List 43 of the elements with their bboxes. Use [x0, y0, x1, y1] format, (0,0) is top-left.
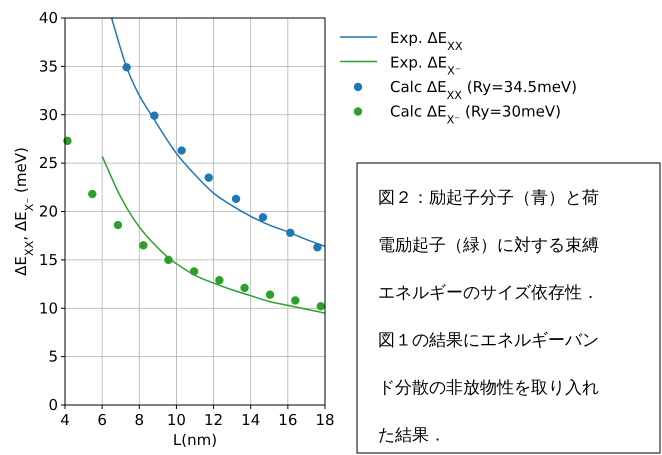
point — [291, 296, 300, 305]
x-tick-label: 4 — [60, 411, 70, 429]
point — [266, 290, 274, 299]
x-tick-label: 12 — [204, 411, 224, 429]
x-tick-label: 18 — [315, 411, 335, 429]
y-tick-label: 0 — [48, 396, 58, 414]
point — [313, 243, 322, 252]
point — [190, 267, 198, 276]
legend-label: Calc ΔE$_{X⁻}$ (Ry=30meV) — [390, 102, 561, 126]
y-tick-label: 25 — [38, 154, 58, 172]
point — [286, 228, 294, 237]
point — [316, 302, 325, 311]
x-tick-label: 10 — [166, 411, 186, 429]
y-tick-label: 20 — [38, 202, 58, 220]
point — [114, 220, 122, 230]
legend-label: Exp. ΔE$_{XX}$ — [390, 29, 463, 52]
y-tick-label: 15 — [38, 250, 58, 269]
line-series — [101, 156, 325, 314]
y-tick-label: 40 — [38, 9, 58, 27]
point — [204, 173, 213, 182]
point — [164, 256, 173, 264]
y-tick-label: 35 — [38, 57, 58, 76]
point — [122, 63, 131, 72]
point — [150, 112, 159, 120]
legend-label: Calc ΔE$_{XX}$ (Ry=34.5meV) — [390, 78, 578, 102]
point — [232, 194, 240, 204]
y-tick-label: 30 — [38, 106, 58, 124]
point — [240, 284, 249, 292]
x-tick-label: 14 — [241, 411, 260, 429]
y-tick-label: 5 — [48, 348, 58, 366]
point — [139, 241, 148, 250]
line-series — [110, 18, 325, 248]
point — [215, 276, 224, 284]
x-axis-title: L(nm) — [172, 431, 218, 449]
x-tick-label: 16 — [278, 411, 298, 429]
legend-label: Exp. ΔE$_{X⁻}$ — [390, 54, 461, 77]
x-tick-label: 6 — [97, 411, 107, 429]
point — [88, 190, 96, 198]
x-tick-label: 8 — [134, 411, 144, 429]
text: 図２：励起子分子（青）と荷電励起子（緑）に対する束縛エネルギーのサイズ依存性．図１の結果にエネルギーバンド分散の非放物性を取り入れた結果． — [378, 188, 599, 446]
y-tick-label: 10 — [38, 299, 58, 318]
point — [177, 146, 186, 155]
point — [258, 213, 268, 222]
